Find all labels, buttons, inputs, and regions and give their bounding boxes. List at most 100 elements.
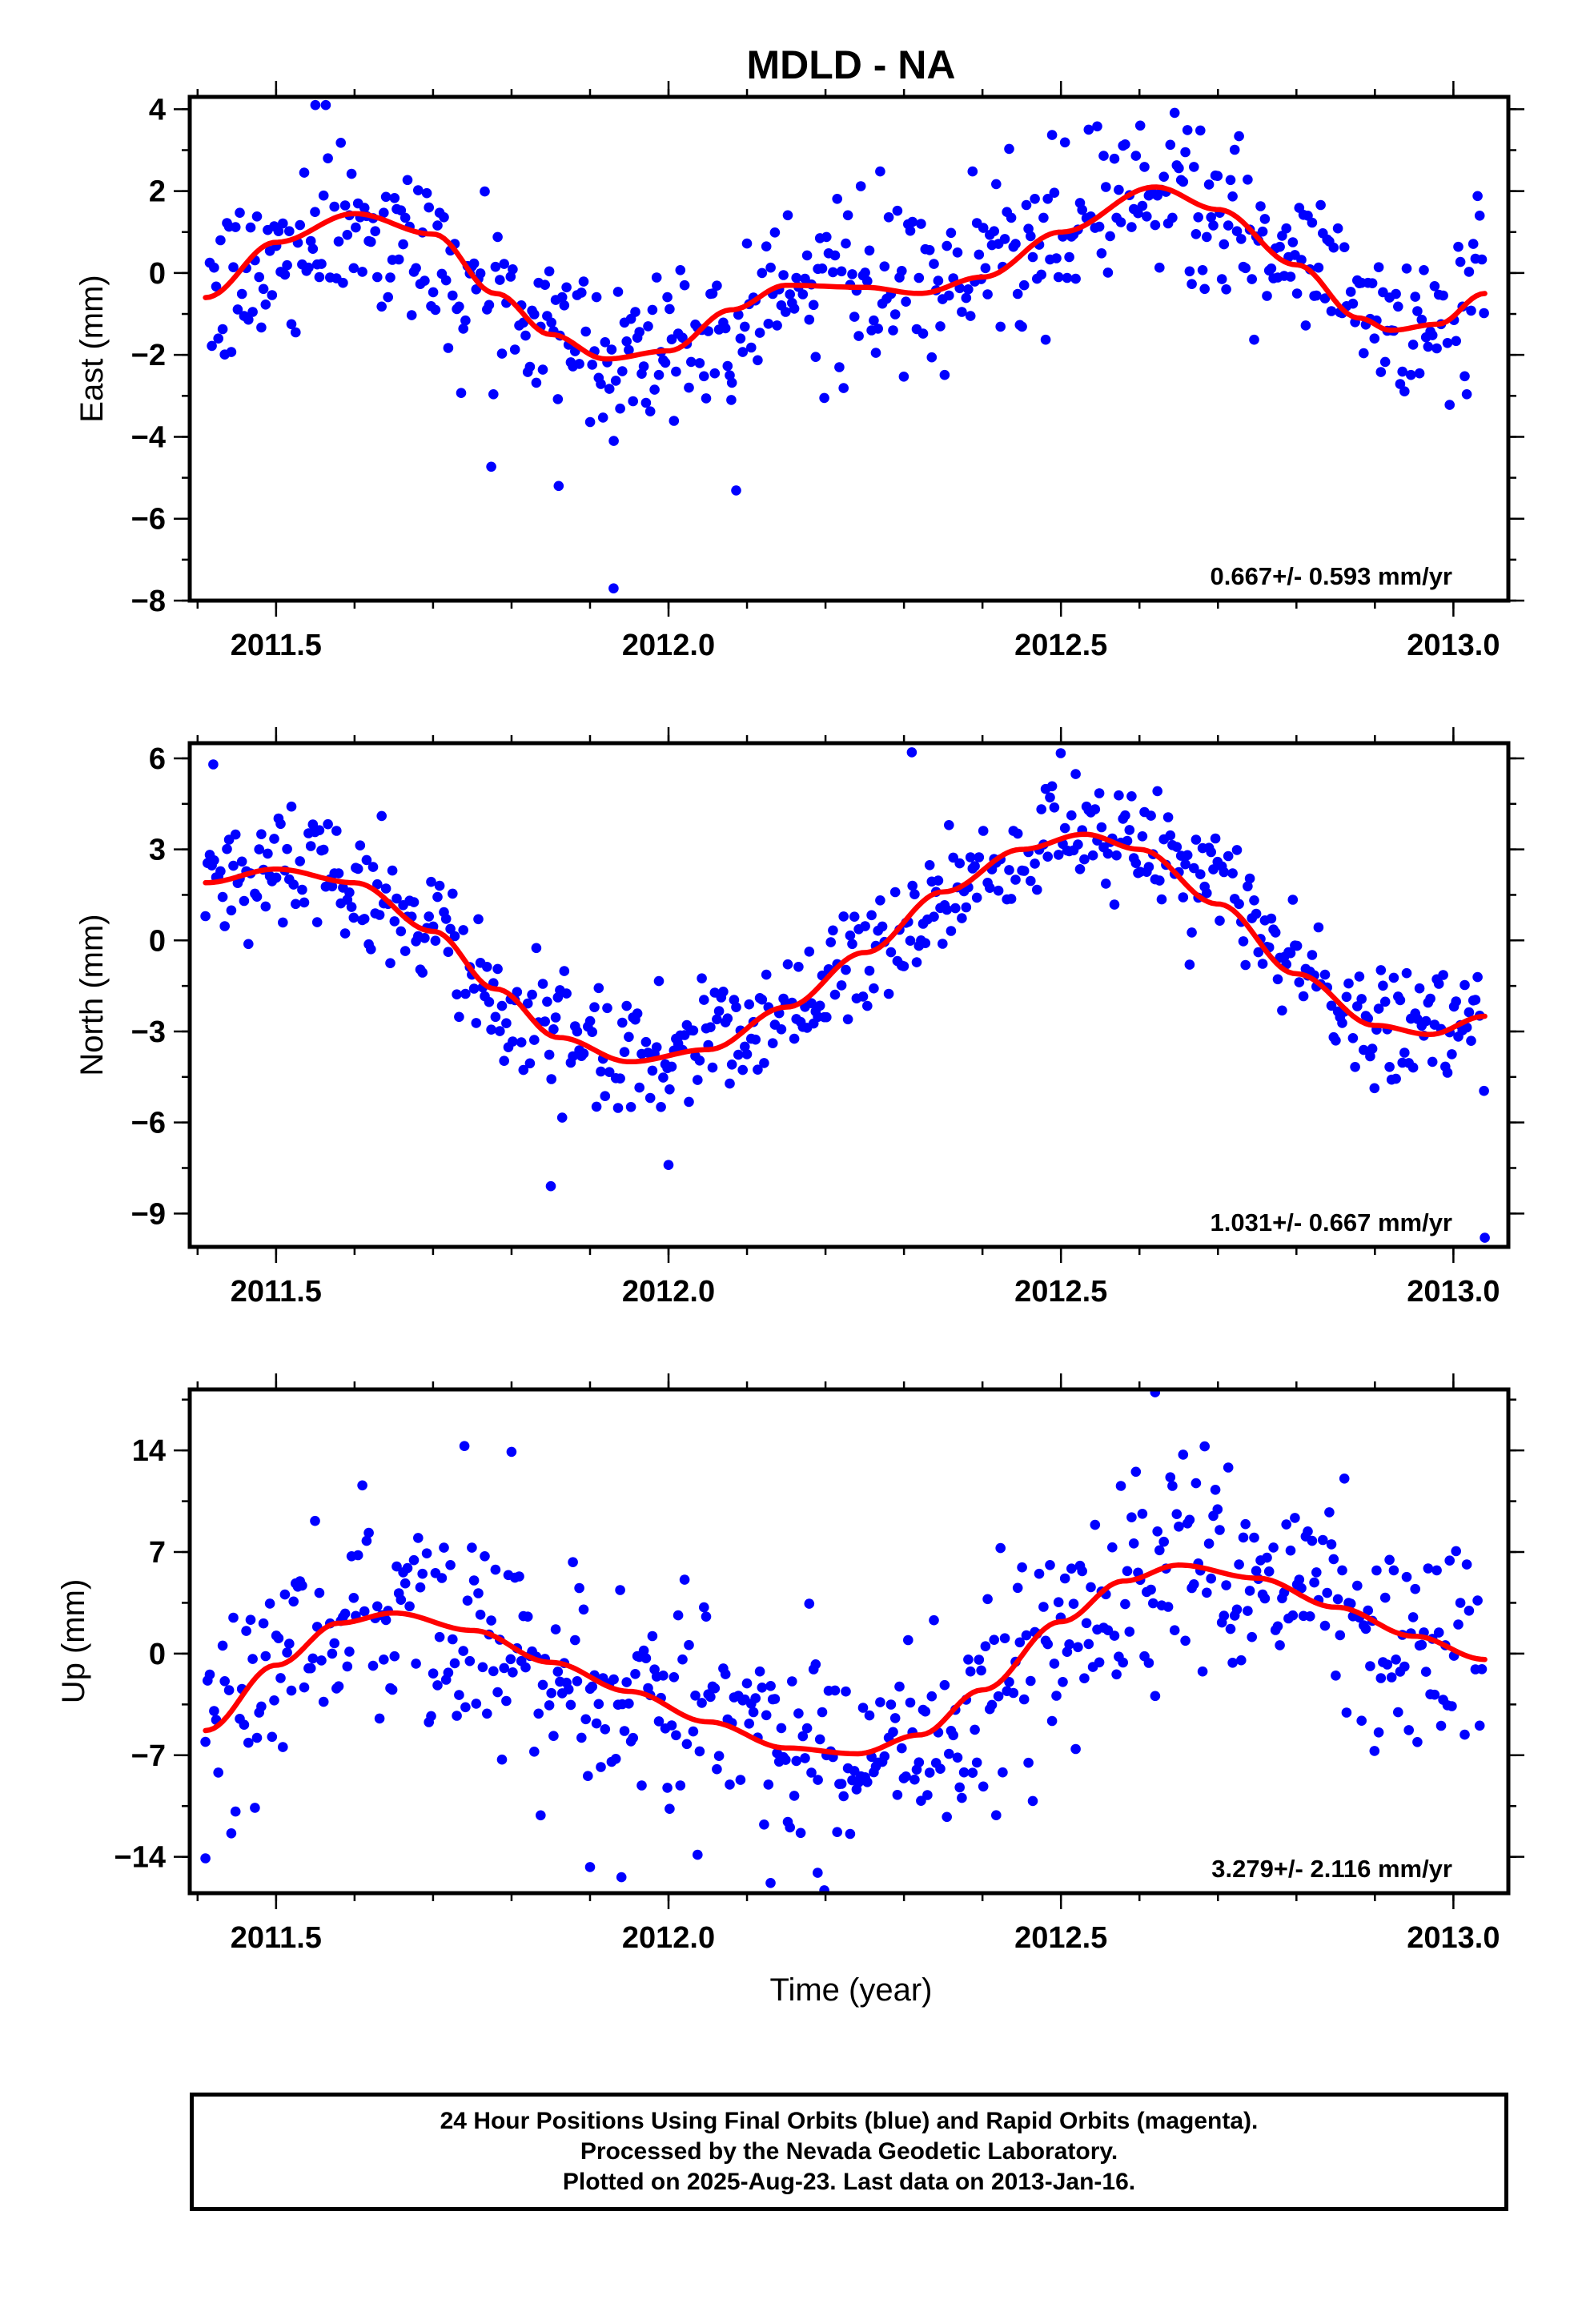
east-data-point [1311, 291, 1322, 301]
east-data-point [1466, 306, 1476, 316]
east-data-point [989, 226, 999, 236]
up-data-point [1026, 1676, 1036, 1687]
up-data-point [811, 1659, 821, 1670]
up-data-point [1090, 1520, 1101, 1530]
up-data-point [641, 1653, 652, 1663]
north-data-point [385, 958, 396, 968]
up-data-point [805, 1598, 815, 1609]
up-data-point [478, 1663, 488, 1673]
east-data-point [828, 267, 838, 278]
east-data-point [957, 307, 967, 317]
up-data-point [628, 1733, 638, 1743]
up-data-point [261, 1651, 271, 1662]
north-data-point [472, 1018, 482, 1028]
east-data-point [1064, 252, 1074, 263]
up-data-point [725, 1779, 735, 1790]
east-data-point [340, 200, 351, 211]
up-data-point [845, 1829, 856, 1839]
east-data-point [1234, 131, 1244, 142]
east-data-point [953, 247, 963, 258]
north-data-point [1163, 812, 1174, 822]
up-data-point [435, 1632, 445, 1642]
up-data-point [375, 1714, 385, 1724]
up-data-point [817, 1707, 828, 1718]
up-data-point [802, 1723, 813, 1734]
north-data-point [1172, 842, 1182, 852]
up-data-point [1290, 1513, 1300, 1523]
east-data-point [737, 347, 748, 357]
up-data-point [1322, 1588, 1332, 1598]
east-data-point [1208, 220, 1219, 231]
north-data-point [1234, 899, 1244, 910]
up-data-point [1320, 1621, 1331, 1631]
east-data-point [648, 305, 658, 316]
east-data-point [469, 259, 480, 269]
east-data-point [1198, 265, 1208, 275]
up-data-point [200, 1853, 211, 1864]
east-data-point [701, 393, 712, 404]
east-data-point [1193, 212, 1203, 223]
east-data-point [1186, 279, 1197, 289]
east-data-point [237, 289, 247, 300]
up-data-point [1013, 1583, 1023, 1594]
east-data-point [227, 347, 237, 357]
north-data-point [219, 921, 230, 931]
up-data-point [349, 1593, 359, 1603]
east-data-point [925, 245, 935, 255]
east-data-point [962, 293, 972, 304]
east-data-point [1464, 267, 1475, 277]
north-data-point [1342, 992, 1352, 1003]
east-data-point [934, 275, 944, 286]
north-data-point [544, 1050, 555, 1060]
north-data-point [1182, 850, 1193, 861]
north-data-point [1090, 804, 1101, 814]
north-data-point [828, 926, 838, 936]
up-data-point [978, 1782, 989, 1792]
north-data-point [869, 983, 879, 994]
east-y-tick-label: 2 [149, 175, 166, 209]
east-data-point [710, 368, 721, 379]
north-data-point [441, 914, 452, 924]
up-data-point [793, 1708, 804, 1719]
up-data-point [897, 1743, 907, 1754]
up-data-point [252, 1733, 263, 1743]
up-data-point [465, 1656, 476, 1667]
east-data-point [209, 263, 219, 273]
up-data-point [1453, 1619, 1464, 1630]
east-data-point [608, 436, 619, 446]
east-data-point [394, 255, 404, 265]
north-data-point [431, 935, 441, 946]
up-data-point [306, 1663, 316, 1674]
north-data-point [359, 914, 370, 924]
up-data-point [1009, 1688, 1019, 1699]
up-data-point [1286, 1546, 1296, 1556]
up-data-point [319, 1697, 329, 1707]
north-data-point [1097, 822, 1107, 833]
north-data-point [1013, 829, 1023, 839]
east-rate-label: 0.667+/- 0.593 mm/yr [1211, 562, 1452, 590]
north-data-point [1314, 923, 1324, 933]
east-data-point [1301, 320, 1311, 331]
up-data-point [903, 1635, 913, 1646]
east-data-point [1477, 255, 1488, 265]
up-data-point [1166, 1472, 1176, 1482]
up-data-point [439, 1542, 449, 1553]
north-data-point [934, 875, 944, 886]
north-data-point [847, 939, 857, 950]
up-data-point [1069, 1598, 1079, 1609]
up-frame [190, 1389, 1508, 1893]
east-data-point [830, 251, 841, 261]
up-data-point [247, 1654, 258, 1664]
east-data-point [1116, 217, 1126, 227]
east-data-point [525, 362, 536, 372]
north-data-point [355, 840, 366, 850]
east-data-point [1142, 211, 1152, 222]
up-data-point [209, 1706, 219, 1716]
north-data-point [1138, 831, 1148, 842]
north-data-point [340, 928, 351, 939]
north-data-point [615, 1073, 625, 1084]
north-data-point [841, 965, 851, 975]
up-data-point [1342, 1707, 1352, 1718]
north-y-tick-label: 6 [149, 742, 166, 776]
